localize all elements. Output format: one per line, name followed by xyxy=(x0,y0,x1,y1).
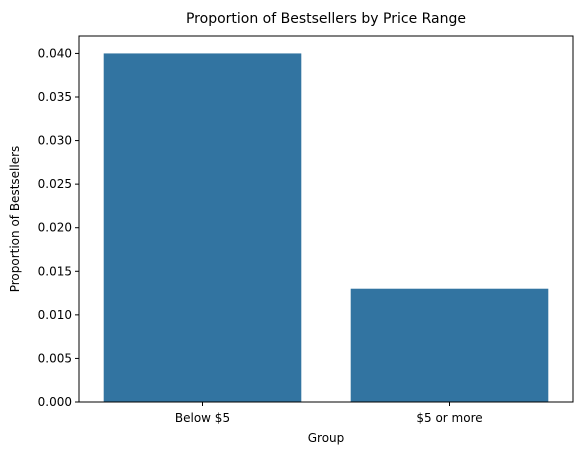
x-tick-label: Below $5 xyxy=(175,411,230,425)
plot-frame xyxy=(78,35,574,403)
y-axis-label: Proportion of Bestsellers xyxy=(8,146,22,293)
y-tick-label: 0.015 xyxy=(38,264,72,278)
y-tick-label: 0.000 xyxy=(38,395,72,409)
y-tick-label: 0.010 xyxy=(38,308,72,322)
bar-1 xyxy=(350,288,549,402)
chart-title: Proportion of Bestsellers by Price Range xyxy=(186,11,466,27)
y-tick-label: 0.005 xyxy=(38,351,72,365)
x-axis-label: Group xyxy=(308,431,345,445)
bar-0 xyxy=(103,53,302,403)
y-tick-label: 0.025 xyxy=(38,177,72,191)
plot-area xyxy=(78,35,574,403)
y-tick-label: 0.030 xyxy=(38,134,72,148)
y-tick-label: 0.035 xyxy=(38,90,72,104)
y-axis-ticks: 0.000 0.005 0.010 0.015 0.020 0.025 0.030 0.035… xyxy=(38,46,79,409)
y-tick-label: 0.020 xyxy=(38,221,72,235)
y-tick-label: 0.040 xyxy=(38,46,72,60)
x-tick-label: $5 or more xyxy=(416,411,482,425)
x-axis-ticks: Below $5 $5 or more xyxy=(175,402,483,425)
